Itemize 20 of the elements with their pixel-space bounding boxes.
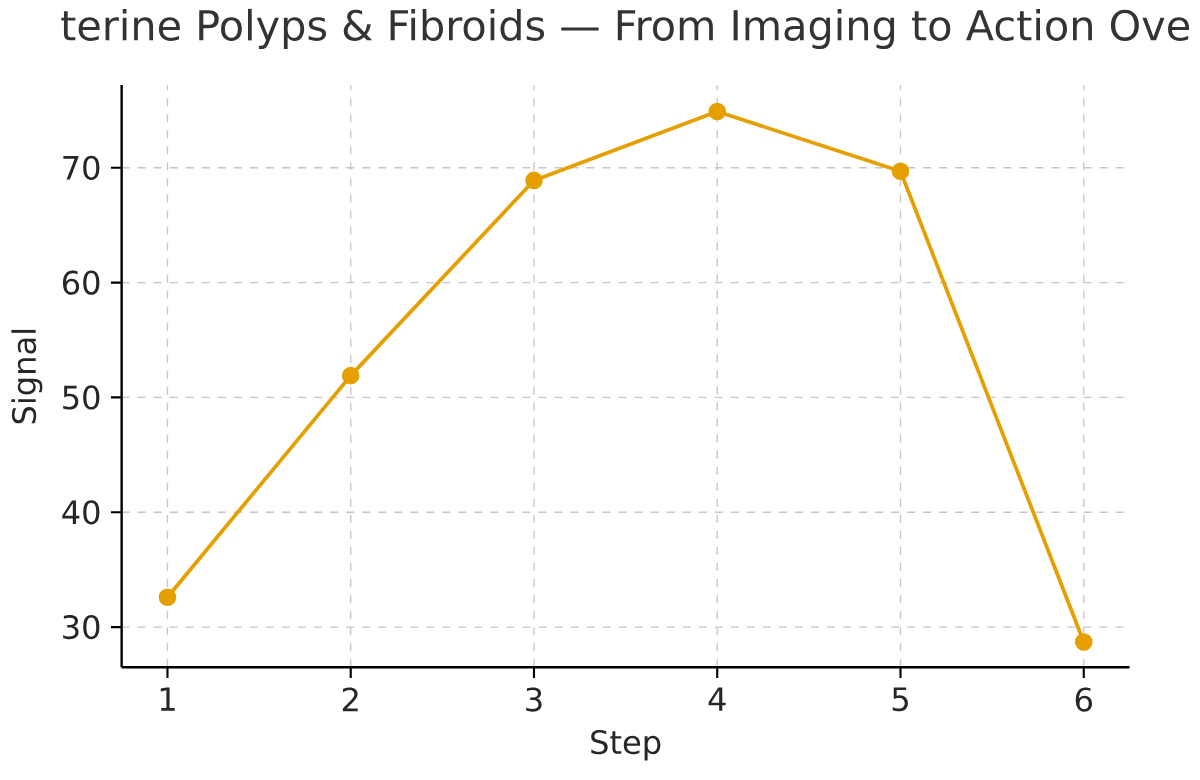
y-tick-label: 60 <box>62 270 100 295</box>
y-tick-label: 30 <box>63 614 100 640</box>
x-tick-label: 1 <box>160 687 175 711</box>
chart-title: terine Polyps & Fibroids — From Imaging to Action Ove <box>61 8 1189 49</box>
x-tick-label: 5 <box>892 687 908 712</box>
y-axis-title: Signal <box>11 329 43 424</box>
x-tick-label: 3 <box>526 687 542 712</box>
point <box>525 171 543 190</box>
x-tick-label: 6 <box>1075 687 1092 712</box>
point <box>158 588 177 606</box>
x-tick-label: 2 <box>342 687 358 712</box>
x-axis-title: Step <box>591 729 661 761</box>
y-tick-label: 50 <box>63 385 100 410</box>
point <box>1074 633 1093 651</box>
point <box>708 102 727 121</box>
y-tick-label: 40 <box>62 500 100 525</box>
y-tick-label: 70 <box>63 155 100 180</box>
point <box>891 162 910 180</box>
point <box>341 366 360 385</box>
x-tick-label: 4 <box>708 687 726 711</box>
